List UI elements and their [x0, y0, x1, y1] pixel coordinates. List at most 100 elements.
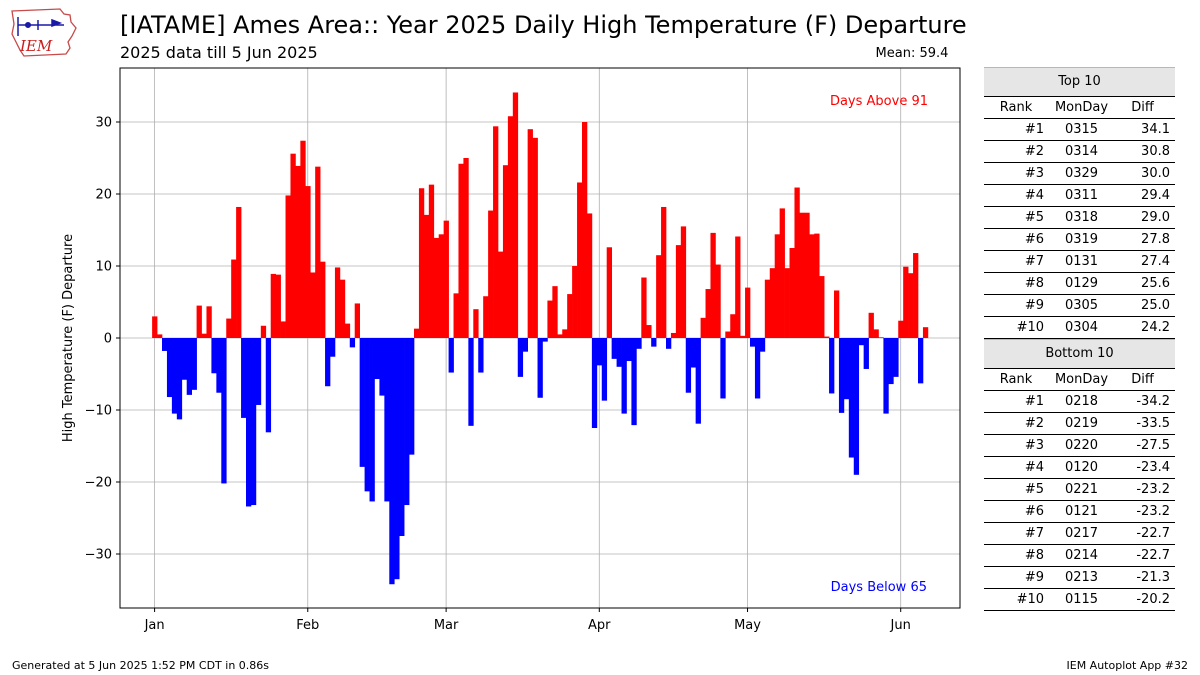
departure-bar — [562, 329, 568, 338]
monday-cell: 0129 — [1064, 276, 1099, 291]
monday-cell: 0221 — [1064, 482, 1099, 497]
y-tick-label: 10 — [95, 260, 112, 275]
departure-bar — [409, 338, 415, 455]
departure-bar — [532, 137, 538, 338]
monday-cell: 0219 — [1064, 416, 1099, 431]
departure-bar — [878, 337, 884, 338]
departure-bar — [423, 214, 430, 338]
days-below-annotation: Days Below 65 — [831, 580, 927, 595]
monday-cell: 0329 — [1064, 166, 1099, 181]
departure-bar — [814, 233, 820, 338]
diff-cell: -34.2 — [1136, 394, 1170, 409]
monday-cell: 0305 — [1064, 298, 1099, 313]
table-row: #1 0218 -34.2 — [984, 391, 1175, 413]
departure-bar — [710, 232, 716, 338]
y-tick-label: 0 — [104, 332, 112, 347]
diff-cell: -23.2 — [1136, 482, 1170, 497]
departure-bar — [166, 338, 173, 398]
departure-bar — [468, 338, 474, 426]
rank-cell: #4 — [1024, 460, 1044, 475]
departure-bar — [186, 338, 192, 395]
departure-bar — [764, 279, 771, 338]
departure-bar — [774, 234, 780, 338]
departure-bar — [601, 338, 608, 401]
table-row: #10 0304 24.2 — [984, 317, 1175, 339]
departure-bar — [542, 338, 548, 342]
departure-bar — [685, 338, 692, 393]
departure-bar — [512, 92, 519, 338]
departure-bar — [611, 338, 617, 359]
departure-bar — [339, 279, 346, 338]
x-tick-label: Feb — [296, 618, 319, 633]
departure-bar — [181, 338, 188, 380]
departure-bar — [315, 166, 321, 338]
diff-cell: 27.8 — [1141, 232, 1170, 247]
departure-bar — [582, 122, 588, 338]
departure-bar — [246, 338, 252, 507]
departure-bar — [369, 338, 375, 502]
diff-cell: 25.0 — [1141, 298, 1170, 313]
table-row: #2 0219 -33.5 — [984, 413, 1175, 435]
departure-bar — [745, 287, 751, 338]
iowa-state-outline — [11, 8, 77, 57]
departure-bar — [557, 334, 563, 338]
diff-cell: -27.5 — [1136, 438, 1170, 453]
bottom-10-rows: #1 0218 -34.2 #2 0219 -33.5 #3 0220 -27.5 #4 0120 -… — [984, 391, 1175, 611]
departure-bar — [616, 338, 622, 367]
diff-cell: 27.4 — [1141, 254, 1170, 269]
departure-bar — [157, 334, 163, 338]
departure-bar — [270, 273, 276, 338]
departure-bar — [769, 268, 776, 338]
x-tick-label: May — [734, 618, 761, 633]
departure-bar — [641, 277, 647, 338]
departure-bar — [848, 338, 855, 458]
departure-bar — [843, 338, 850, 400]
rank-cell: #10 — [1016, 320, 1044, 335]
x-tick-label: Jan — [144, 618, 165, 633]
departure-bar — [922, 327, 929, 338]
departure-bar — [863, 338, 869, 369]
rank-cell: #8 — [1024, 548, 1044, 563]
departure-bar — [226, 318, 232, 338]
top-10-table: Top 10 Rank MonDay Diff #1 0315 34.1 #2 0314… — [984, 67, 1175, 339]
departure-bar — [364, 338, 370, 492]
departure-bar — [591, 338, 598, 428]
table-row: #6 0319 27.8 — [984, 229, 1175, 251]
x-tick-label: Apr — [588, 618, 611, 633]
column-header-monday: MonDay — [1054, 100, 1109, 115]
diff-cell: -21.3 — [1136, 570, 1170, 585]
departure-bar — [666, 338, 672, 349]
table-row: #5 0221 -23.2 — [984, 479, 1175, 501]
departure-bar — [567, 294, 573, 338]
departure-bar — [379, 338, 385, 396]
rank-cell: #6 — [1024, 232, 1044, 247]
departure-bar — [320, 261, 326, 338]
bottom-10-title: Bottom 10 — [984, 339, 1175, 369]
y-tick-label: 30 — [95, 116, 112, 131]
departure-bar — [606, 247, 612, 338]
monday-cell: 0131 — [1064, 254, 1099, 269]
departure-bar — [750, 338, 756, 347]
rank-cell: #1 — [1024, 122, 1044, 137]
table-row: #3 0220 -27.5 — [984, 435, 1175, 457]
departure-bar — [898, 320, 904, 338]
departure-bar — [478, 338, 484, 373]
departure-bar — [517, 338, 524, 377]
departure-bar — [547, 300, 553, 338]
diff-cell: 30.0 — [1141, 166, 1170, 181]
departure-bar — [715, 264, 721, 338]
departure-bar — [295, 165, 301, 338]
monday-cell: 0318 — [1064, 210, 1099, 225]
days-above-annotation: Days Above 91 — [830, 94, 928, 109]
table-row: #4 0120 -23.4 — [984, 457, 1175, 479]
top-10-column-headers: Rank MonDay Diff — [984, 97, 1175, 119]
diff-cell: -22.7 — [1136, 526, 1170, 541]
diff-cell: -20.2 — [1136, 592, 1170, 607]
column-header-diff: Diff — [1131, 100, 1154, 115]
departure-bar — [448, 338, 454, 373]
departure-bar — [201, 333, 207, 338]
bottom-10-table: Bottom 10 Rank MonDay Diff #1 0218 -34.2 #2… — [984, 339, 1175, 611]
mean-label: Mean: 59.4 — [866, 46, 958, 61]
chart-title: [IATAME] Ames Area:: Year 2025 Daily Hig… — [120, 11, 967, 39]
table-row: #7 0217 -22.7 — [984, 523, 1175, 545]
